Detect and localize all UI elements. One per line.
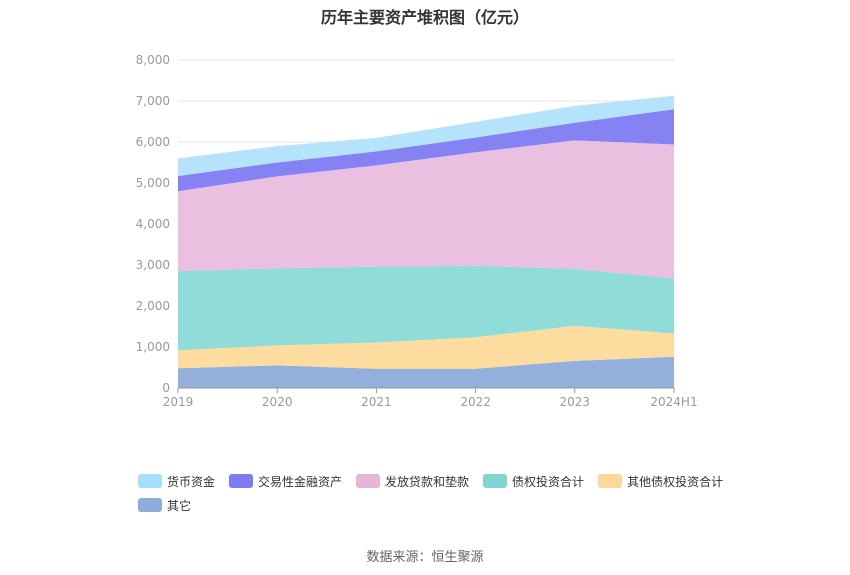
series-area <box>178 109 674 192</box>
source-note: 数据来源：恒生聚源 <box>366 550 484 565</box>
chart-title: 历年主要资产堆积图（亿元） <box>320 8 529 27</box>
y-tick-label: 0 <box>162 381 170 395</box>
x-tick-label: 2022 <box>460 395 491 409</box>
legend-swatch <box>138 474 162 488</box>
legend-item-loans[interactable]: 发放贷款和垫款 <box>356 472 469 490</box>
legend-item-other-debt-investment[interactable]: 其他债权投资合计 <box>598 472 723 490</box>
legend-item-debt-investment[interactable]: 债权投资合计 <box>483 472 584 490</box>
legend-item-trading-assets[interactable]: 交易性金融资产 <box>229 472 342 490</box>
legend-label: 债权投资合计 <box>512 474 585 489</box>
series-area <box>178 325 674 369</box>
series-area <box>178 95 674 176</box>
y-tick-label: 6,000 <box>136 135 170 149</box>
x-tick-label: 2024H1 <box>650 395 697 409</box>
x-tick-label: 2021 <box>361 395 392 409</box>
legend-label: 交易性金融资产 <box>258 474 343 489</box>
stacked-area-chart: 0 1,000 2,000 3,000 4,000 5,000 6,000 7,000 8,00… <box>136 53 698 409</box>
legend-item-other[interactable]: 其它 <box>138 496 191 514</box>
y-tick-label: 1,000 <box>136 340 170 354</box>
legend-label: 货币资金 <box>167 474 216 489</box>
x-tick-label: 2023 <box>560 395 591 409</box>
legend-swatch <box>483 474 508 488</box>
legend: 货币资金 交易性金融资产 发放贷款和垫款 债权投资合计 其他债权投资合计 其它 <box>138 472 758 514</box>
y-tick-label: 5,000 <box>136 176 170 190</box>
legend-label: 发放贷款和垫款 <box>385 474 470 489</box>
y-tick-label: 8,000 <box>136 53 170 67</box>
legend-label: 其它 <box>167 498 192 513</box>
x-tick-label: 2019 <box>163 395 194 409</box>
legend-label: 其他债权投资合计 <box>627 474 724 489</box>
y-tick-label: 4,000 <box>136 217 170 231</box>
x-tick-label: 2020 <box>262 395 293 409</box>
legend-swatch <box>138 498 162 512</box>
series-area <box>178 140 674 279</box>
legend-item-cash[interactable]: 货币资金 <box>138 472 215 490</box>
y-tick-label: 2,000 <box>136 299 170 313</box>
series-area <box>178 356 674 388</box>
legend-swatch <box>356 474 381 488</box>
legend-swatch <box>598 474 623 488</box>
legend-swatch <box>229 474 254 488</box>
y-tick-label: 7,000 <box>136 94 170 108</box>
y-tick-label: 3,000 <box>136 258 170 272</box>
series-area <box>178 265 674 351</box>
